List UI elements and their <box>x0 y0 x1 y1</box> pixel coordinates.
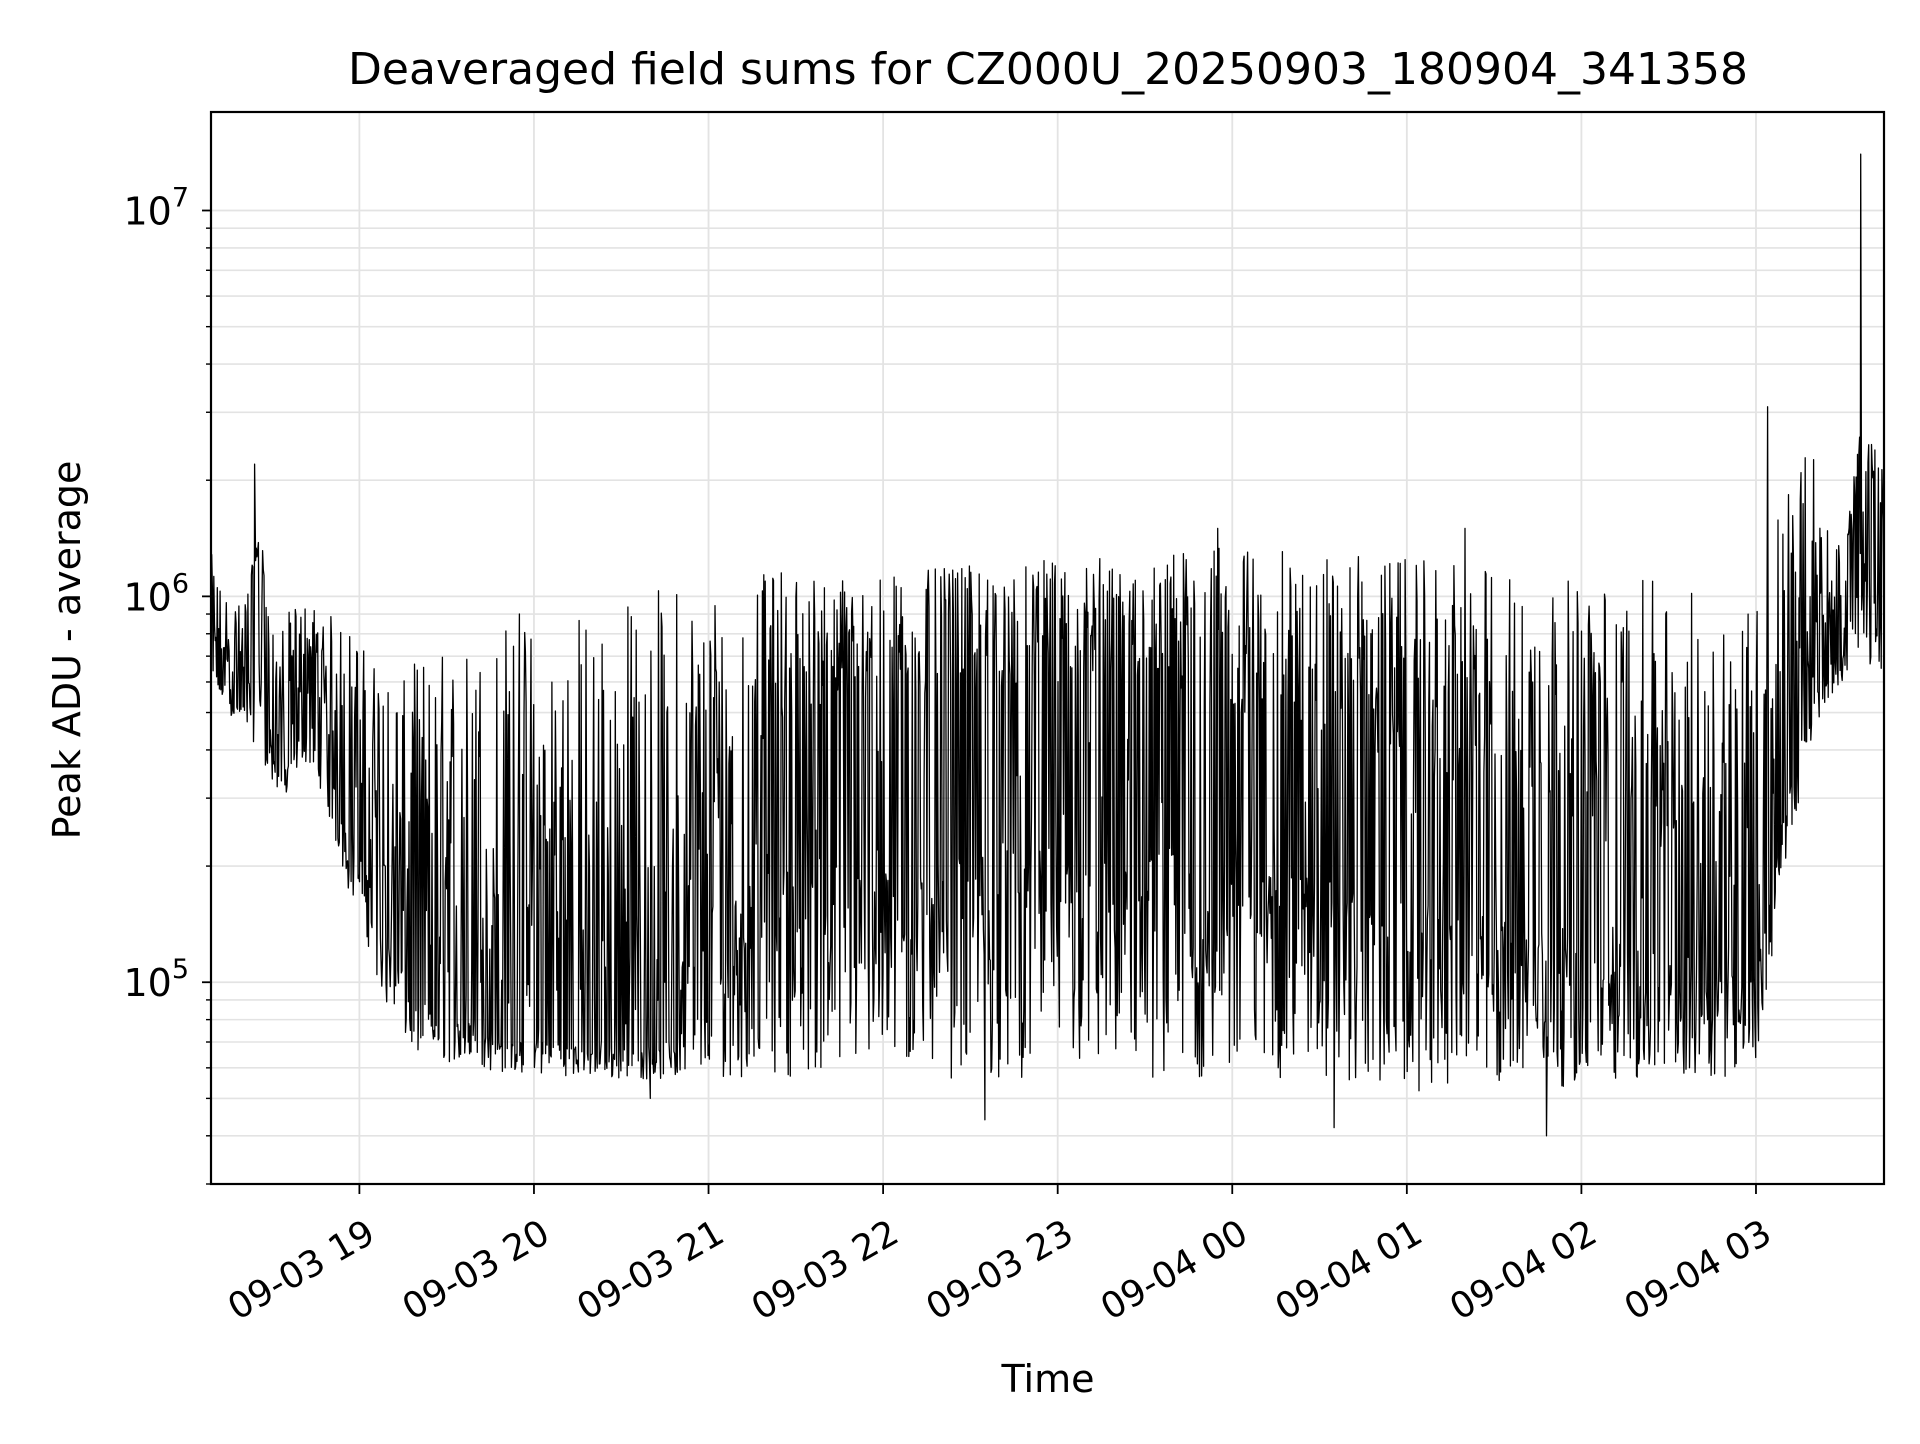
y-axis-label: Peak ADU - average <box>45 461 89 840</box>
plot-data <box>210 153 1885 1137</box>
y-tick-label: 105 <box>123 954 189 1005</box>
plot-frame <box>209 110 1886 1186</box>
x-axis-label: Time <box>1001 1357 1095 1401</box>
chart-title: Deaveraged field sums for CZ000U_2025090… <box>348 44 1748 95</box>
y-tick-label: 107 <box>123 183 189 234</box>
y-tick-label: 106 <box>123 568 189 619</box>
series-line <box>210 153 1885 1137</box>
